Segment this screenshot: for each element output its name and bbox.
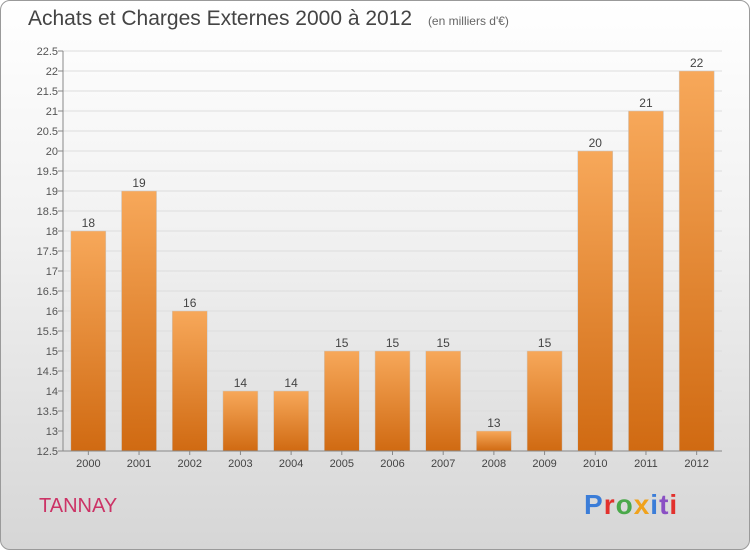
x-tick-label: 2008 [482, 458, 506, 470]
value-labels: 18 19 16 14 14 15 15 15 13 15 20 21 22 [82, 56, 704, 430]
y-tick-label: 16.5 [37, 286, 58, 298]
commune-name: TANNAY [39, 495, 118, 517]
data-label: 13 [487, 416, 501, 430]
bar [222, 390, 259, 452]
data-label: 18 [82, 216, 96, 230]
x-tick-label: 2002 [177, 458, 201, 470]
y-tick-label: 17 [46, 266, 58, 278]
logo-letter: x [633, 489, 651, 520]
y-tick-label: 14.5 [37, 366, 58, 378]
data-label: 15 [386, 336, 400, 350]
y-tick-label: 19.5 [37, 166, 58, 178]
y-tick-label: 22.5 [37, 46, 58, 58]
axes: 12.5 13 13.5 14 14.5 15 15.5 16 16.5 17 17.5 18 18.5… [37, 46, 722, 470]
x-tick-label: 2006 [380, 458, 404, 470]
data-label: 22 [690, 56, 704, 70]
x-tick-label: 2001 [127, 458, 151, 470]
y-tick-label: 19 [46, 186, 58, 198]
proxiti-logo[interactable]: Proxiti [584, 489, 678, 521]
data-label: 15 [335, 336, 349, 350]
x-tick-label: 2010 [583, 458, 607, 470]
x-tick-label: 2012 [684, 458, 708, 470]
logo-letter: r [603, 489, 616, 520]
y-tick-label: 15 [46, 346, 58, 358]
logo-letter: i [669, 489, 679, 520]
y-tick-label: 18.5 [37, 206, 58, 218]
x-tick-label: 2004 [279, 458, 303, 470]
data-label: 14 [234, 376, 248, 390]
chart-unit: (en milliers d'€) [427, 14, 509, 28]
bar [678, 70, 715, 452]
bar [425, 350, 461, 452]
y-tick-label: 13 [46, 426, 58, 438]
data-label: 14 [284, 376, 298, 390]
y-tick-label: 14 [46, 386, 58, 398]
data-label: 15 [538, 336, 552, 350]
logo-letter: i [650, 489, 660, 520]
y-tick-label: 22 [46, 66, 58, 78]
x-tick-label: 2003 [228, 458, 252, 470]
chart-title-text: Achats et Charges Externes 2000 à 2012 [28, 7, 413, 30]
data-label: 16 [183, 296, 197, 310]
bar [171, 310, 208, 452]
bar [121, 190, 157, 452]
bar [273, 390, 309, 452]
logo-letter: t [659, 489, 670, 520]
bar [374, 350, 411, 452]
bar [324, 350, 360, 452]
data-label: 19 [132, 176, 146, 190]
y-tick-label: 18 [46, 226, 58, 238]
x-tick-label: 2009 [532, 458, 556, 470]
y-tick-label: 21.5 [37, 86, 58, 98]
data-label: 15 [437, 336, 451, 350]
bar [526, 350, 563, 452]
bar [70, 230, 107, 452]
y-tick-label: 13.5 [37, 406, 58, 418]
logo-letter: o [615, 489, 634, 520]
x-tick-label: 2011 [634, 458, 658, 470]
bar [476, 430, 512, 452]
y-tick-label: 20 [46, 146, 58, 158]
logo-letter: P [584, 489, 604, 520]
data-label: 20 [589, 136, 603, 150]
bar [628, 110, 664, 452]
y-tick-label: 21 [46, 106, 58, 118]
y-tick-label: 16 [46, 306, 58, 318]
bars [70, 70, 715, 452]
data-label: 21 [639, 96, 653, 110]
y-tick-label: 15.5 [37, 326, 58, 338]
y-tick-label: 20.5 [37, 126, 58, 138]
bar [577, 150, 614, 452]
chart-title: Achats et Charges Externes 2000 à 2012 (… [28, 7, 509, 31]
x-tick-label: 2000 [76, 458, 100, 470]
x-tick-label: 2007 [431, 458, 455, 470]
y-tick-label: 17.5 [37, 246, 58, 258]
x-tick-label: 2005 [330, 458, 354, 470]
y-tick-label: 12.5 [37, 446, 58, 458]
